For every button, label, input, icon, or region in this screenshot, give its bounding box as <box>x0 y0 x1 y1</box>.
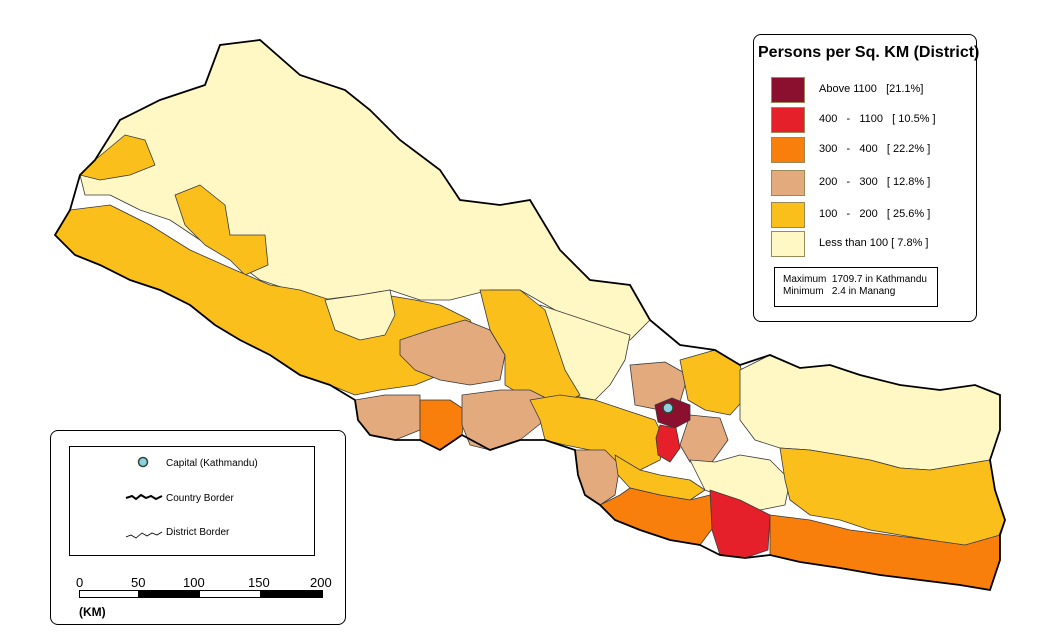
region-chitwan <box>614 454 706 501</box>
scale-unit: (KM) <box>79 605 106 619</box>
legend-swatch <box>771 77 805 103</box>
country-border-icon <box>125 493 163 501</box>
region-southwest-terai <box>354 394 421 441</box>
country-border <box>53 39 1006 592</box>
district-dang <box>461 389 551 451</box>
legend-row: 300 - 400 [ 22.2% ] <box>771 137 971 163</box>
district-kathmandu <box>654 397 691 429</box>
scale-segment <box>199 590 261 598</box>
legend-swatch <box>771 170 805 196</box>
district-farwest-upper <box>79 134 156 181</box>
district-midwest-hill <box>174 184 269 276</box>
legend-swatch <box>771 107 805 133</box>
legend-label: 100 - 200 [ 25.6% ] <box>819 208 931 220</box>
stats-minimum: Minimum 2.4 in Manang <box>783 286 896 297</box>
capital-label: Capital (Kathmandu) <box>166 458 258 469</box>
legend-row: Less than 100 [ 7.8% ] <box>771 231 971 257</box>
symbol-key: Capital (Kathmandu) Country Border Distr… <box>69 446 315 556</box>
country-border-label: Country Border <box>166 493 234 504</box>
scale-tick: 100 <box>183 575 205 590</box>
district-bara-parsa <box>709 489 771 559</box>
capital-marker <box>662 402 674 414</box>
legend-swatch <box>771 137 805 163</box>
legend-title: Persons per Sq. KM (District) <box>758 44 980 61</box>
district-nawalparasi <box>574 449 621 506</box>
region-midwest-hills <box>324 289 396 341</box>
stats-maximum: Maximum 1709.7 in Kathmandu <box>783 274 927 285</box>
legend-swatch <box>771 202 805 228</box>
scale-tick: 150 <box>248 575 270 590</box>
scale-tick: 0 <box>76 575 84 590</box>
district-border-icon <box>125 531 163 539</box>
legend-row: Above 1100 [21.1%] <box>771 77 971 103</box>
key-symbols <box>125 456 163 539</box>
density-stats: Maximum 1709.7 in Kathmandu Minimum 2.4 … <box>774 267 938 307</box>
legend-label: Above 1100 [21.1%] <box>819 83 924 95</box>
scale-segment <box>79 590 139 598</box>
capital-icon <box>137 456 149 468</box>
scale-tick: 50 <box>131 575 146 590</box>
scale-segment <box>261 590 323 598</box>
region-central-tan <box>679 414 729 463</box>
legend-label: 200 - 300 [ 12.8% ] <box>819 176 931 188</box>
scale-tick: 200 <box>310 575 332 590</box>
legend-label: 400 - 1100 [ 10.5% ] <box>819 113 936 125</box>
legend-row: 400 - 1100 [ 10.5% ] <box>771 107 971 133</box>
district-border-label: District Border <box>166 527 230 538</box>
legend-row: 200 - 300 [ 12.8% ] <box>771 170 971 196</box>
legend-swatch <box>771 231 805 257</box>
scale-bar <box>79 590 323 598</box>
district-lalitpur <box>655 424 681 463</box>
legend-label: Less than 100 [ 7.8% ] <box>819 237 929 249</box>
legend-row: 100 - 200 [ 25.6% ] <box>771 202 971 228</box>
region-western-hills-tan <box>399 319 506 386</box>
region-east-mountains <box>739 354 1001 471</box>
legend-label: 300 - 400 [ 22.2% ] <box>819 143 931 155</box>
density-legend: Persons per Sq. KM (District) Above 1100… <box>753 34 980 322</box>
scale-segment <box>139 590 199 598</box>
map-key: Capital (Kathmandu) Country Border Distr… <box>50 430 346 625</box>
